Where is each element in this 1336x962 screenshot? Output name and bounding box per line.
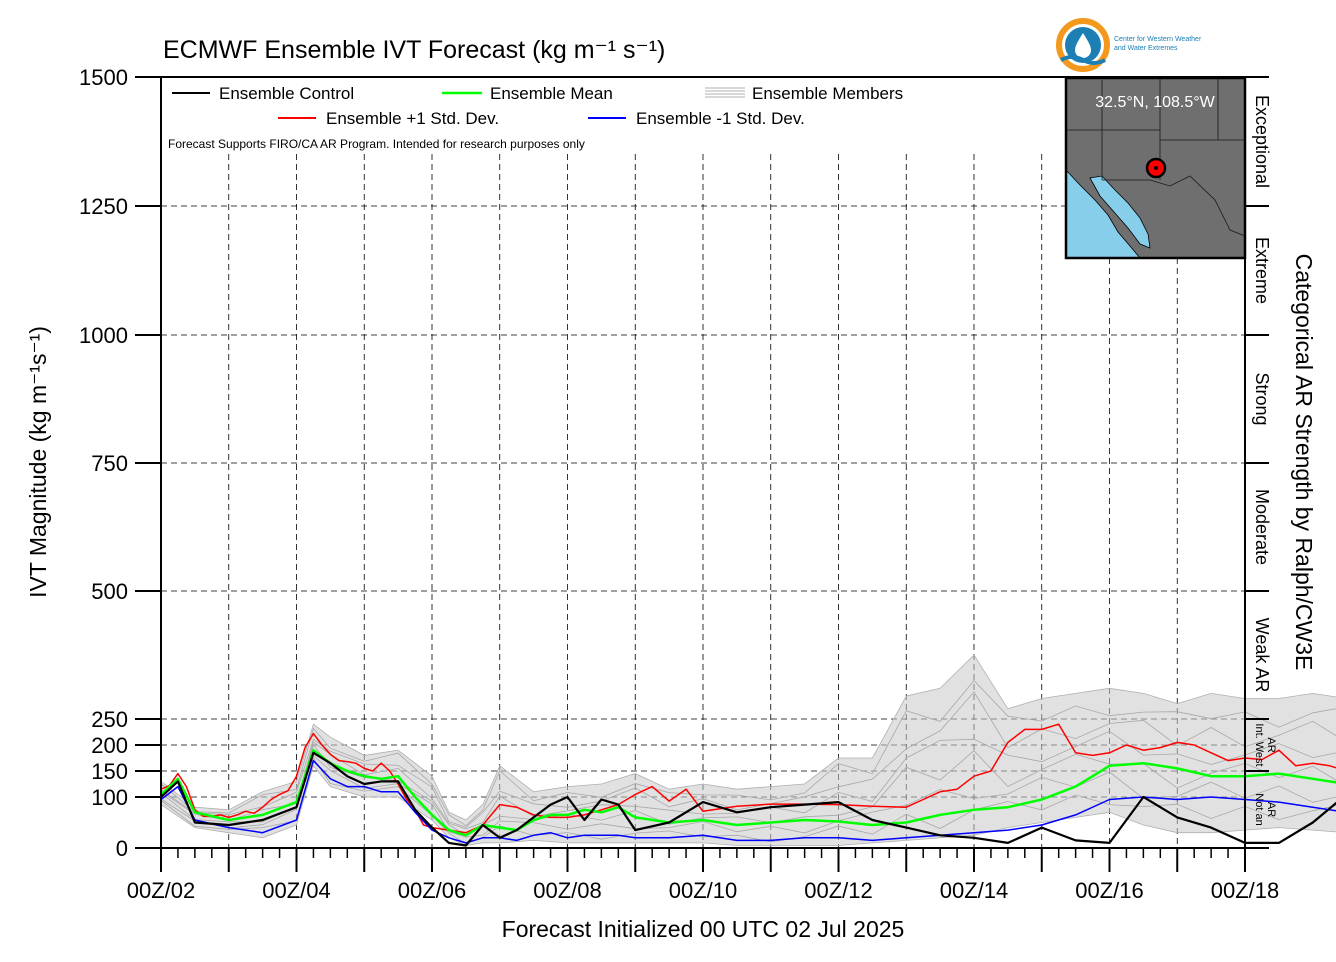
- x-tick-label: 00Z/12: [804, 878, 873, 903]
- category-label: AR: [1265, 737, 1277, 752]
- category-labels: Exceptional Extreme Strong Moderate Weak AR I…: [1252, 95, 1277, 826]
- series-line-ensemble-control: [160, 751, 1336, 847]
- location-marker-center-icon: [1154, 166, 1158, 170]
- y-tick-label: 1250: [79, 194, 128, 219]
- category-label: Extreme: [1252, 237, 1272, 304]
- series-lines: [160, 723, 1336, 847]
- ensemble-member-line: [160, 743, 1336, 836]
- chart-title: ECMWF Ensemble IVT Forecast (kg m⁻¹ s⁻¹): [163, 36, 665, 64]
- series-line-ensemble-mean: [160, 748, 1336, 837]
- legend: Ensemble Control Ensemble Mean Ensemble …: [168, 84, 903, 151]
- category-label: Strong: [1252, 372, 1272, 425]
- ensemble-member-line: [160, 679, 1336, 827]
- x-tick-label: 00Z/16: [1075, 878, 1144, 903]
- x-tick-label: 00Z/08: [533, 878, 602, 903]
- series-line-ensemble-1-std-dev-: [160, 723, 1336, 834]
- x-tick-label: 00Z/10: [669, 878, 738, 903]
- category-label-group: Int. West AR: [1253, 723, 1277, 766]
- ensemble-members-envelope: [160, 654, 1336, 846]
- logo-drop-icon: [1075, 33, 1091, 58]
- inset-map: 32.5°N, 108.5°W: [1064, 76, 1247, 260]
- plot-frame: [160, 76, 1246, 849]
- y-tick-label: 150: [91, 759, 128, 784]
- y-tick-label: 200: [91, 733, 128, 758]
- category-label-group: Not an AR: [1253, 793, 1277, 825]
- legend-members-swatch: [705, 87, 745, 98]
- category-label-group: Moderate: [1252, 489, 1272, 565]
- state-borders-icon: [1066, 78, 1246, 237]
- y-tick-label: 250: [91, 707, 128, 732]
- x-tick-label: 00Z/04: [262, 878, 331, 903]
- x-tick-label: 00Z/14: [940, 878, 1009, 903]
- y-axis-title: IVT Magnitude (kg m⁻¹s⁻¹): [25, 326, 51, 598]
- ensemble-member-line: [160, 691, 1336, 828]
- gulf-of-california-icon: [1089, 175, 1151, 249]
- category-label: Exceptional: [1252, 95, 1272, 188]
- right-axis-title: Categorical AR Strength by Ralph/CW3E: [1291, 254, 1317, 671]
- ensemble-members-band: [160, 654, 1336, 846]
- y-tick-label: 1500: [79, 65, 128, 90]
- y-tick-label: 750: [91, 451, 128, 476]
- category-label-group: Extreme: [1252, 237, 1272, 304]
- logo-text-line2: and Water Extremes: [1114, 45, 1178, 52]
- legend-mean-label: Ensemble Mean: [490, 84, 613, 103]
- inset-map-water: [1066, 170, 1140, 258]
- legend-control-label: Ensemble Control: [219, 84, 354, 103]
- y-tick-label: 500: [91, 579, 128, 604]
- cw3e-logo: Center for Western Weather and Water Ext…: [1056, 18, 1202, 72]
- y-tick-label: 100: [91, 785, 128, 810]
- category-label: Weak AR: [1252, 618, 1272, 693]
- ensemble-member-line: [160, 730, 1336, 830]
- coastline-icon: [1065, 169, 1141, 259]
- series-line-ensemble-1-std-dev-: [160, 759, 1336, 844]
- legend-members-label: Ensemble Members: [752, 84, 903, 103]
- legend-plus-std-label: Ensemble +1 Std. Dev.: [326, 109, 499, 128]
- y-tick-label: 0: [116, 836, 128, 861]
- category-label-group: Strong: [1252, 372, 1272, 425]
- logo-text-line1: Center for Western Weather: [1114, 36, 1202, 43]
- legend-minus-std-label: Ensemble -1 Std. Dev.: [636, 109, 805, 128]
- category-label: Not an: [1253, 793, 1265, 825]
- category-label: Int. West: [1253, 723, 1265, 766]
- disclaimer-text: Forecast Supports FIRO/CA AR Program. In…: [168, 137, 585, 151]
- y-tick-label: 1000: [79, 323, 128, 348]
- x-tick-label: 00Z/02: [127, 878, 196, 903]
- category-label-group: Weak AR: [1252, 618, 1272, 693]
- x-tick-label: 00Z/06: [398, 878, 467, 903]
- category-label: AR: [1265, 802, 1277, 817]
- logo-ring-icon: [1056, 18, 1110, 72]
- inset-map-frame: [1064, 76, 1247, 260]
- x-tick-label: 00Z/18: [1211, 878, 1280, 903]
- inset-location-label: 32.5°N, 108.5°W: [1095, 94, 1215, 111]
- x-axis-title: Forecast Initialized 00 UTC 02 Jul 2025: [502, 916, 905, 942]
- category-label: Moderate: [1252, 489, 1272, 565]
- logo-wave-icon: [1060, 55, 1106, 65]
- ensemble-member-line: [160, 754, 1336, 838]
- category-label-group: Exceptional: [1252, 95, 1272, 188]
